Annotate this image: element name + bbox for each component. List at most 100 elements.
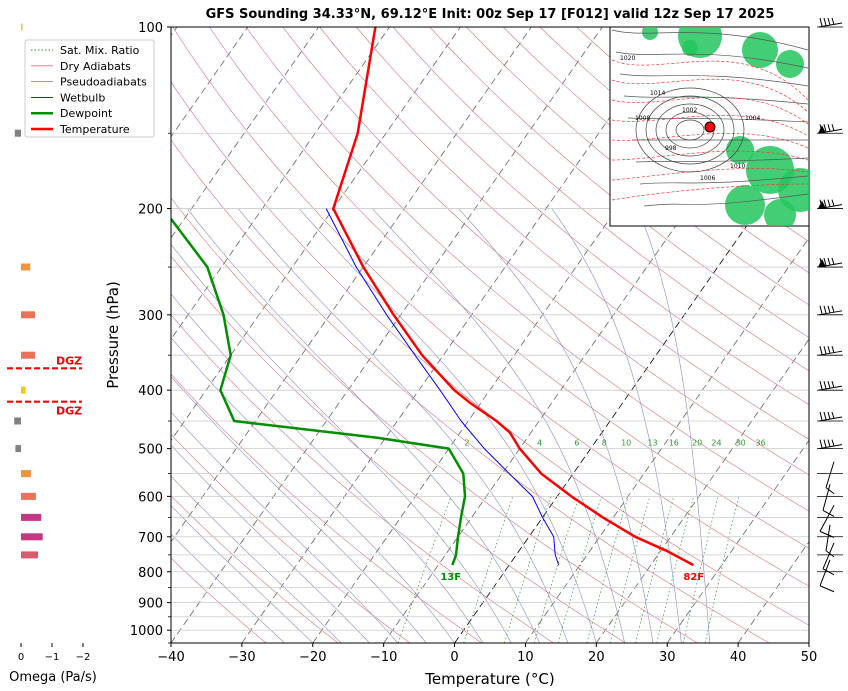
omega-bar [21,513,42,521]
isobar-line [611,29,809,51]
pressure-grid [171,27,809,643]
thickness-line [611,115,809,137]
mixing-ratio-line [704,496,740,643]
wind-barb-flag [823,411,827,420]
dry-adiabat-line [171,495,339,643]
wind-barb-flag [823,305,827,314]
mixing-ratio-line [635,496,675,643]
omega-bar [21,551,38,559]
x-tick-label: −30 [228,650,255,665]
legend-label: Pseudoadiabats [60,76,147,89]
wind-barb-staff [818,310,843,316]
wind-barb-flag [827,257,831,266]
wind-barb-flag [831,124,835,131]
wind-barb-staff [818,416,843,422]
y-tick-label: 800 [138,566,163,581]
pseudoadiabat-line [171,533,285,643]
wind-barb-flag [822,509,835,517]
omega-axis-label: Omega (Pa/s) [9,670,97,685]
thickness-line [611,150,809,161]
omega-bar [21,263,31,271]
y-tick-label: 200 [138,203,163,218]
isobar-line [627,117,809,123]
wind-barb-staff [819,505,835,532]
x-axis-ticks: −40 −30 −20 −10 0 10 20 30 40 50 [157,643,817,665]
dry-adiabat-line [171,314,554,643]
wind-barb-flag [819,411,823,421]
isobar-value-label: 1006 [700,175,715,182]
wind-barb-flag [831,439,835,447]
isotherm-line [666,439,809,643]
omega-bar [21,492,36,500]
wind-barb-flag [827,124,831,132]
x-tick-label: −20 [299,650,326,665]
dry-adiabat-line [171,197,698,643]
x-tick-label: 0 [450,650,458,665]
wind-barb-flag [831,305,835,313]
wind-barb-flag [831,346,835,353]
inset-map: 1020 1014 1008 1002 998 1006 1010 1004 [609,26,810,227]
dry-adiabat-line [282,27,809,476]
wetbulb-profile-line [325,208,560,566]
mixing-ratio-label: 16 [669,439,679,448]
x-tick-label: −10 [370,650,397,665]
dry-adiabat-line [171,255,626,643]
isotherm-line [241,27,674,643]
wind-barb-flag [819,381,823,390]
omega-bar [21,311,35,319]
precip-blob [642,27,658,40]
omega-tick-label: 0 [18,652,24,663]
wind-barb-flag [819,530,835,538]
x-tick-label: 50 [801,650,818,665]
precip-blob [726,136,754,164]
y-tick-label: 900 [138,597,163,612]
wind-barb-staff [818,350,843,356]
precip-blob [725,185,765,225]
profile-series [171,27,694,567]
mixing-ratio-line [656,496,694,643]
isobar-value-label: 1008 [635,115,650,122]
dry-adiabat-line [171,557,267,643]
wind-barb-pennant [818,200,826,209]
surface-temp-annotation: 82F [683,572,704,583]
wind-barb-flag [823,346,827,354]
mixing-ratio-line [609,496,651,643]
plot-frame [170,26,810,644]
wind-barb-flag [823,199,827,208]
dgz-label: DGZ [56,405,82,418]
dry-adiabat-line [171,81,809,626]
wind-barb-pennant [818,125,826,134]
dry-adiabat-line [319,27,809,440]
isotherm-line [171,27,390,340]
mixing-ratio-label: 13 [647,439,657,448]
omega-tick-label: −2 [76,652,91,663]
wind-barb-pennant [818,259,826,268]
wind-barb-flag [827,346,831,354]
x-tick-label: 40 [730,650,747,665]
pseudoadiabat-line [186,208,540,643]
pseudoadiabat-line [637,208,711,643]
wind-barb-staff [825,461,835,488]
dry-adiabat-line [245,27,809,512]
wind-barb-staff [819,559,831,586]
precip-blob [742,32,778,68]
pseudoadiabat-line [171,293,484,643]
legend-label: Temperature [59,123,130,136]
y-tick-label: 1000 [130,624,163,639]
isotherm-line [595,338,809,643]
isobar-line [635,157,809,163]
pseudoadiabat-line [171,411,399,643]
mixing-ratio-line [533,496,580,643]
dry-adiabat-line [171,373,482,643]
omega-bar [15,445,21,453]
isotherm-line [525,237,809,643]
x-tick-label: −40 [157,650,184,665]
isotherm-line [171,27,461,442]
isobar-line [643,193,809,207]
isobar-ring [645,95,735,165]
y-tick-label: 700 [138,531,163,546]
wind-barb-flag [819,305,823,314]
isobar-value-label: 1020 [620,55,635,62]
chart-title: GFS Sounding 34.33°N, 69.12°E Init: 00z … [206,7,775,22]
wind-barb-staff [822,542,835,570]
